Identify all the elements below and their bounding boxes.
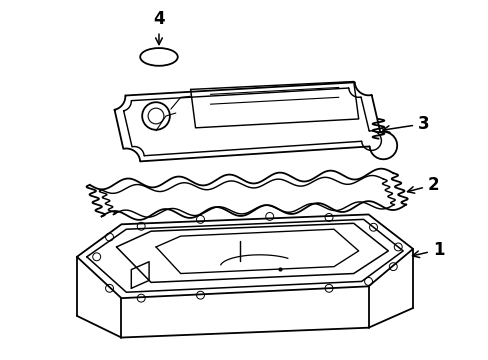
Text: 4: 4: [153, 10, 164, 45]
Text: 2: 2: [407, 176, 439, 194]
Text: 3: 3: [382, 115, 429, 133]
Text: 1: 1: [412, 241, 444, 259]
